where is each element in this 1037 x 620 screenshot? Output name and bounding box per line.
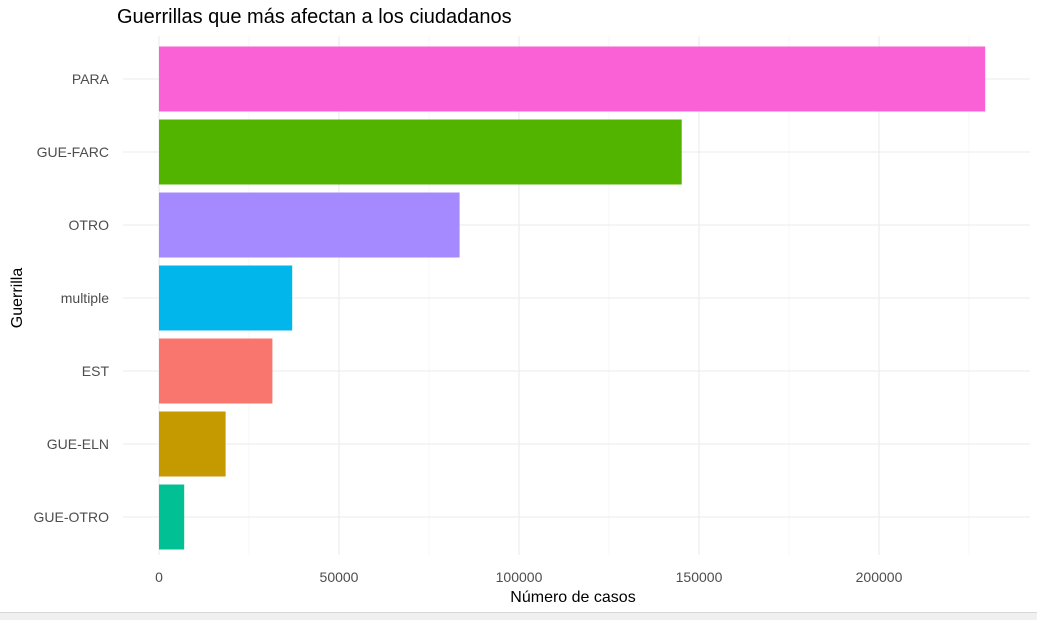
y-tick-labels: PARA GUE-FARC OTRO multiple EST GUE-ELN GUE-OT… [34, 71, 110, 525]
x-tick-label: 0 [155, 569, 163, 585]
y-tick-label: PARA [72, 71, 110, 87]
y-axis-label: Guerrilla [9, 268, 26, 329]
y-tick-label: GUE-OTRO [34, 509, 110, 525]
x-tick-label: 150000 [676, 569, 723, 585]
x-tick-label: 50000 [320, 569, 359, 585]
bar-est [159, 338, 273, 404]
x-tick-label: 100000 [496, 569, 543, 585]
bar-gue-farc [159, 119, 682, 185]
x-tick-labels: 0 50000 100000 150000 200000 [155, 569, 902, 585]
chart-title: Guerrillas que más afectan a los ciudada… [117, 6, 512, 28]
bar-gue-eln [159, 411, 226, 477]
y-tick-label: OTRO [69, 217, 110, 233]
y-tick-label: multiple [61, 290, 109, 306]
bar-multiple [159, 265, 293, 331]
window-bottom-border [0, 612, 1037, 620]
x-tick-label: 200000 [856, 569, 903, 585]
x-axis-label: Número de casos [510, 589, 635, 606]
bar-gue-otro [159, 484, 185, 550]
y-tick-label: GUE-ELN [47, 436, 109, 452]
bar-otro [159, 192, 460, 258]
bars [159, 46, 986, 550]
bar-para [159, 46, 986, 112]
y-tick-label: EST [82, 363, 110, 379]
y-tick-label: GUE-FARC [37, 144, 109, 160]
